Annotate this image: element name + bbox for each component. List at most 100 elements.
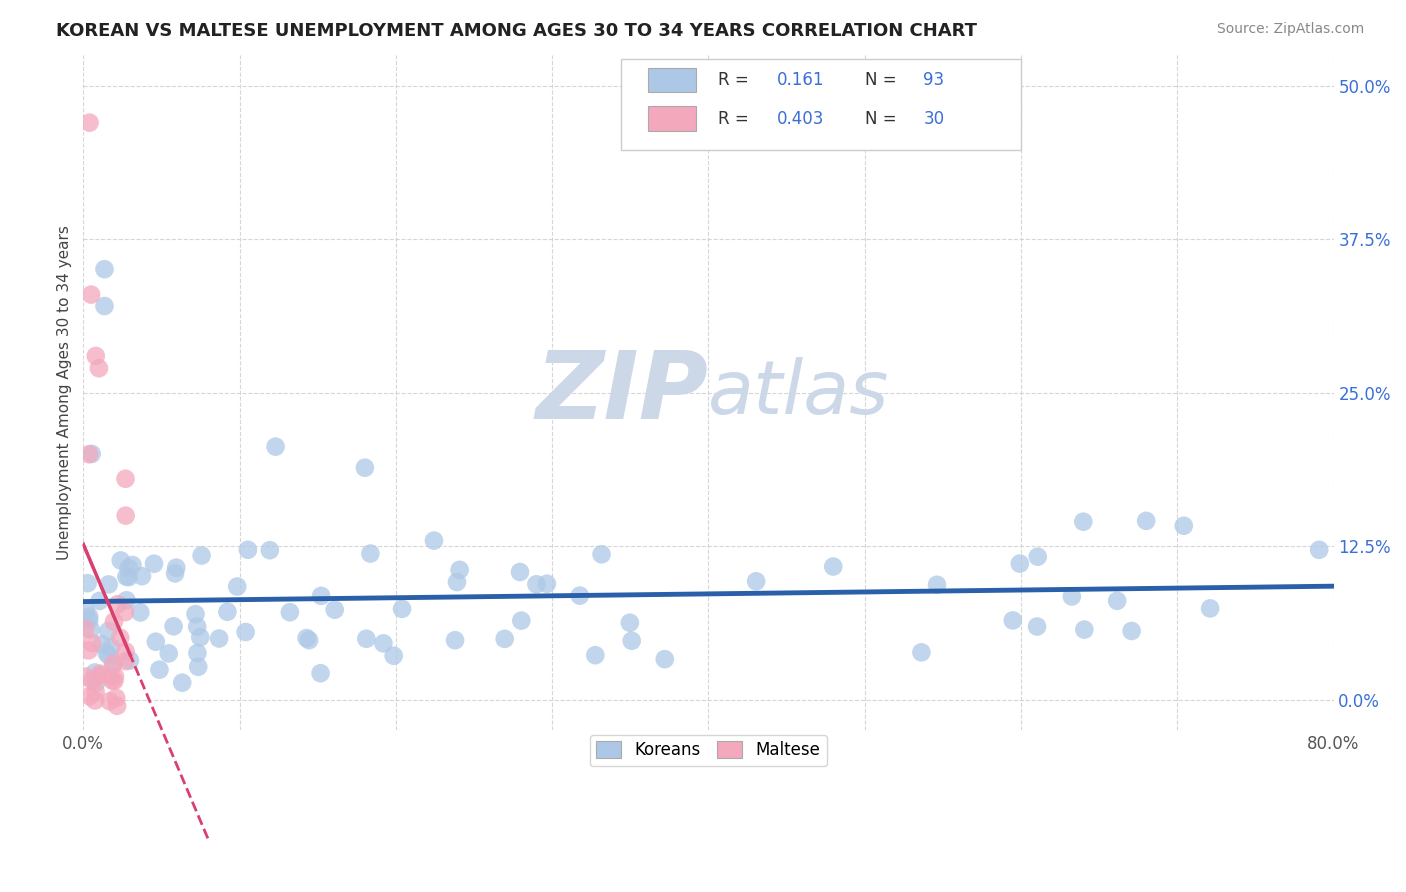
Point bbox=[910, 645, 932, 659]
Point bbox=[97, 624, 120, 639]
Point bbox=[295, 631, 318, 645]
Point bbox=[187, 660, 209, 674]
Point bbox=[79, 116, 101, 130]
Point bbox=[217, 605, 239, 619]
Point bbox=[77, 643, 100, 657]
Text: KOREAN VS MALTESE UNEMPLOYMENT AMONG AGES 30 TO 34 YEARS CORRELATION CHART: KOREAN VS MALTESE UNEMPLOYMENT AMONG AGE… bbox=[56, 22, 977, 40]
Point bbox=[93, 262, 115, 277]
Point bbox=[236, 542, 259, 557]
Point bbox=[98, 694, 121, 708]
Text: 0.403: 0.403 bbox=[778, 110, 824, 128]
Point bbox=[114, 508, 136, 523]
Point bbox=[309, 666, 332, 681]
Point bbox=[101, 673, 124, 688]
Point bbox=[1001, 614, 1024, 628]
Point bbox=[654, 652, 676, 666]
Point bbox=[1026, 549, 1049, 564]
Point bbox=[110, 553, 132, 567]
Point bbox=[76, 576, 98, 591]
Point bbox=[96, 646, 118, 660]
Point bbox=[84, 675, 107, 690]
Point bbox=[117, 561, 139, 575]
Text: 93: 93 bbox=[924, 71, 945, 89]
Point bbox=[105, 698, 128, 713]
Point bbox=[1308, 542, 1330, 557]
Point bbox=[165, 560, 187, 574]
Point bbox=[449, 563, 471, 577]
Point bbox=[103, 657, 125, 671]
Point bbox=[356, 632, 378, 646]
Point bbox=[323, 603, 346, 617]
Point bbox=[186, 646, 208, 660]
Point bbox=[1135, 514, 1157, 528]
Point bbox=[77, 447, 100, 461]
Point bbox=[79, 690, 101, 704]
Point bbox=[103, 615, 125, 629]
Text: 0.161: 0.161 bbox=[778, 71, 825, 89]
Point bbox=[84, 693, 107, 707]
Point bbox=[510, 614, 533, 628]
Point bbox=[143, 557, 166, 571]
Point bbox=[118, 570, 141, 584]
Point bbox=[90, 669, 112, 683]
Point bbox=[568, 589, 591, 603]
Point bbox=[104, 669, 127, 683]
FancyBboxPatch shape bbox=[621, 59, 1021, 150]
Point bbox=[259, 543, 281, 558]
Y-axis label: Unemployment Among Ages 30 to 34 years: Unemployment Among Ages 30 to 34 years bbox=[58, 226, 72, 560]
Point bbox=[80, 623, 103, 637]
Point bbox=[114, 654, 136, 668]
Point bbox=[1199, 601, 1222, 615]
Text: N =: N = bbox=[865, 71, 896, 89]
Bar bbox=[648, 68, 696, 92]
Point bbox=[75, 669, 97, 683]
Text: atlas: atlas bbox=[709, 357, 890, 429]
Point bbox=[108, 631, 131, 645]
Point bbox=[264, 440, 287, 454]
Point bbox=[84, 684, 107, 698]
Point bbox=[190, 549, 212, 563]
Point bbox=[509, 565, 531, 579]
Point bbox=[226, 580, 249, 594]
Point bbox=[184, 607, 207, 621]
Point bbox=[444, 633, 467, 648]
Point bbox=[583, 648, 606, 663]
Point bbox=[235, 625, 257, 640]
Legend: Koreans, Maltese: Koreans, Maltese bbox=[589, 734, 827, 766]
Point bbox=[101, 657, 124, 672]
Point bbox=[75, 605, 97, 619]
Point bbox=[1107, 594, 1129, 608]
Point bbox=[591, 547, 613, 561]
Point bbox=[93, 299, 115, 313]
Point bbox=[105, 690, 128, 705]
Point bbox=[619, 615, 641, 630]
Point bbox=[84, 349, 107, 363]
Text: Source: ZipAtlas.com: Source: ZipAtlas.com bbox=[1216, 22, 1364, 37]
Point bbox=[87, 361, 110, 376]
Point bbox=[115, 593, 138, 607]
Point bbox=[382, 648, 405, 663]
Point bbox=[131, 569, 153, 583]
Point bbox=[145, 634, 167, 648]
Point bbox=[82, 673, 104, 688]
Point bbox=[208, 632, 231, 646]
Text: N =: N = bbox=[865, 110, 896, 128]
Point bbox=[100, 669, 122, 683]
Point bbox=[823, 559, 845, 574]
Point bbox=[114, 472, 136, 486]
Point bbox=[75, 622, 97, 636]
Point bbox=[186, 620, 208, 634]
Point bbox=[1026, 619, 1049, 633]
Point bbox=[278, 605, 301, 619]
Point bbox=[391, 602, 413, 616]
Point bbox=[373, 636, 395, 650]
Point bbox=[1008, 557, 1031, 571]
Point bbox=[494, 632, 516, 646]
Point bbox=[925, 578, 948, 592]
Point bbox=[83, 665, 105, 680]
Point bbox=[620, 633, 643, 648]
Point bbox=[114, 644, 136, 658]
Text: R =: R = bbox=[718, 110, 749, 128]
Point bbox=[91, 637, 114, 651]
Point bbox=[1071, 515, 1094, 529]
